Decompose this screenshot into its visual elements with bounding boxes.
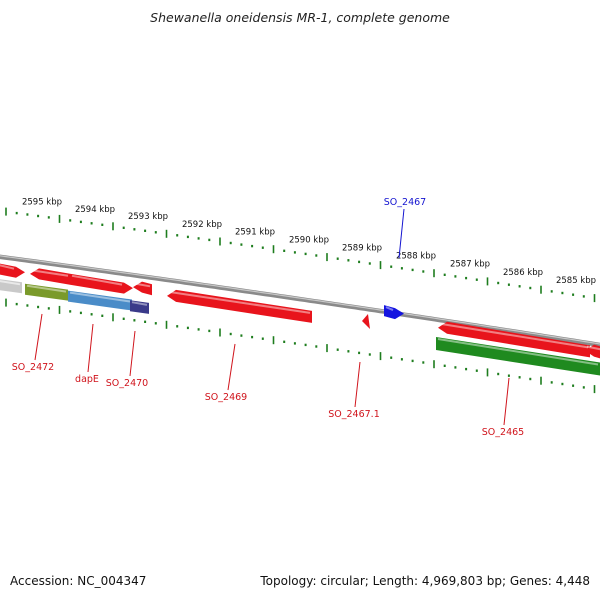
- gene-arrow-so2470-outer: [133, 281, 152, 296]
- gene-leader-line: [354, 361, 361, 408]
- scale-label: 2594 kbp: [75, 205, 115, 215]
- backbone-highlight: [0, 255, 600, 345]
- scale-label: 2593 kbp: [128, 212, 168, 222]
- backbone-ring: [0, 254, 600, 348]
- scale-label: 2591 kbp: [235, 228, 275, 238]
- gene-label: SO_2469: [205, 392, 247, 403]
- gene-label: SO_2465: [482, 427, 524, 438]
- scale-label: 2585 kbp: [556, 276, 596, 286]
- gene-arrow-so2467: [384, 305, 404, 320]
- gene-labels: SO_2472 dapE SO_2470 SO_2469 SO_2467 SO_2467.…: [12, 197, 524, 438]
- gene-arrow-so2473: [0, 263, 25, 278]
- gene-block-gray-shine: [0, 280, 21, 286]
- scale-label: 2592 kbp: [182, 220, 222, 230]
- scale-label: 2586 kbp: [503, 268, 543, 278]
- gene-arrow-so2473-shine: [0, 264, 15, 270]
- gene-label: SO_2467: [384, 197, 426, 208]
- gene-label: SO_2467.1: [328, 409, 380, 420]
- gene-arrow-dape-outer: [70, 273, 133, 294]
- gene-arrow-so2465-edge: [585, 344, 600, 359]
- gene-arrow-so2472-outer: [30, 268, 70, 285]
- accession-text: Accession: NC_004347: [10, 574, 147, 588]
- gene-block-navy-shine: [131, 301, 148, 306]
- gene-arrow-dape-outer-shine: [71, 274, 123, 286]
- scale-label: 2588 kbp: [396, 251, 436, 261]
- gene-block-green: [436, 337, 600, 376]
- gene-arrow-so2466: [438, 321, 590, 358]
- gene-label: dapE: [75, 374, 99, 385]
- gene-leader-line: [34, 313, 43, 361]
- scale-label: 2589 kbp: [342, 243, 382, 253]
- gene-leader-line: [129, 330, 136, 377]
- gene-arrow-so2472-outer-shine: [31, 269, 69, 277]
- gene-features: [0, 263, 600, 376]
- gene-block-steelblue: [68, 290, 132, 311]
- gene-block-olive-shine: [26, 284, 67, 293]
- gene-arrow-so2465-edge-shine: [586, 345, 600, 351]
- map-title: Shewanella oneidensis MR-1, complete gen…: [150, 10, 450, 25]
- gene-marker-so2467-1: [362, 314, 370, 329]
- gene-leader-line: [227, 343, 236, 391]
- gene-label: SO_2470: [106, 378, 148, 389]
- gene-label: SO_2472: [12, 362, 54, 373]
- gene-arrow-so2467-shine: [385, 306, 394, 312]
- gene-arrow-so2470-outer-shine: [134, 282, 151, 288]
- gene-arrow-so2469-shine: [168, 290, 311, 314]
- gene-block-green-shine: [437, 338, 599, 366]
- scale-ticks: 2595 kbp 2594 kbp 2593 kbp 2592 kbp 2591 kbp…: [5, 198, 596, 394]
- topology-text: Topology: circular; Length: 4,969,803 bp…: [260, 574, 590, 588]
- gene-block-olive: [25, 283, 68, 301]
- gene-arrow-so2466-shine: [439, 322, 589, 349]
- backbone: [0, 254, 600, 348]
- gene-block-steelblue-shine: [69, 291, 131, 303]
- gene-leader-line: [503, 377, 510, 426]
- scale-label: 2595 kbp: [22, 198, 62, 208]
- gene-arrow-so2469: [167, 289, 312, 323]
- scale-label: 2590 kbp: [289, 235, 329, 245]
- scale-label: 2587 kbp: [450, 260, 490, 270]
- gene-leader-line: [398, 208, 405, 259]
- gene-block-navy: [130, 300, 149, 314]
- gene-leader-line: [87, 323, 94, 373]
